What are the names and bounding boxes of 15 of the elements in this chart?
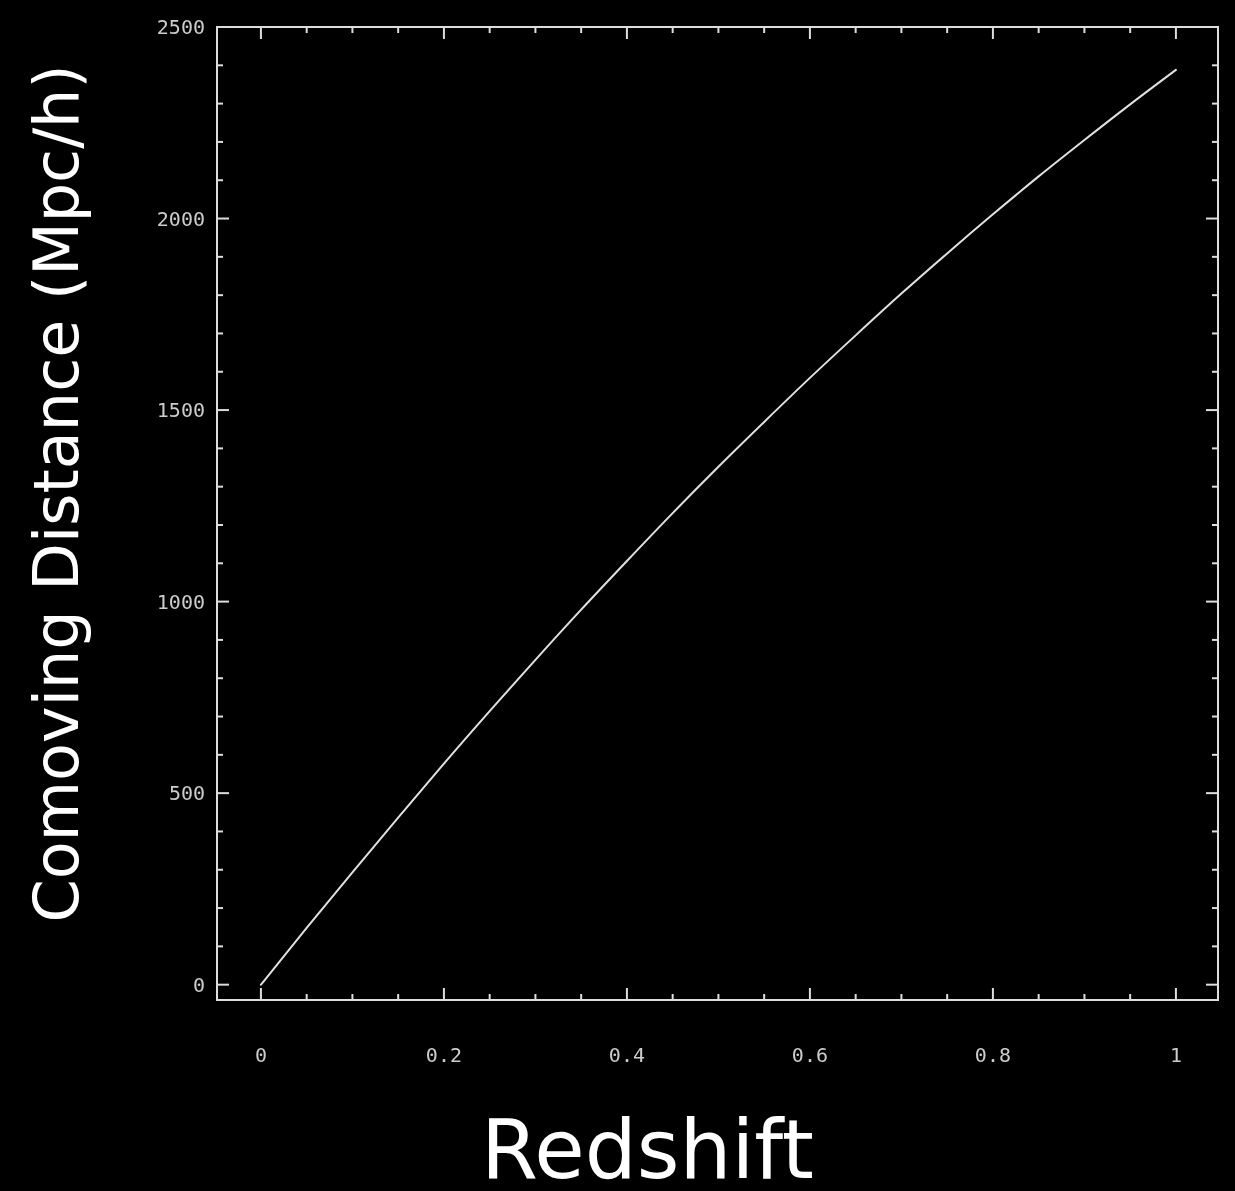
- x-tick-label: 0.4: [608, 1043, 645, 1067]
- x-tick-label: 0.6: [791, 1043, 828, 1067]
- y-tick-label: 2000: [156, 206, 205, 231]
- x-tick-label: 0.2: [425, 1043, 462, 1067]
- y-axis-title: Comoving Distance (Mpc/h): [20, 64, 93, 923]
- y-tick-label: 500: [168, 781, 205, 806]
- y-tick-label: 1000: [156, 589, 205, 614]
- x-tick-label: 0: [254, 1043, 267, 1067]
- y-tick-label: 0: [192, 972, 205, 997]
- x-tick-label: 1: [1169, 1043, 1182, 1067]
- x-tick-label: 0.8: [974, 1043, 1011, 1067]
- y-tick-label: 2500: [156, 15, 205, 39]
- line-series: [259, 68, 1177, 986]
- x-axis-title: Redshift: [481, 1102, 814, 1191]
- y-tick-label: 1500: [156, 398, 205, 423]
